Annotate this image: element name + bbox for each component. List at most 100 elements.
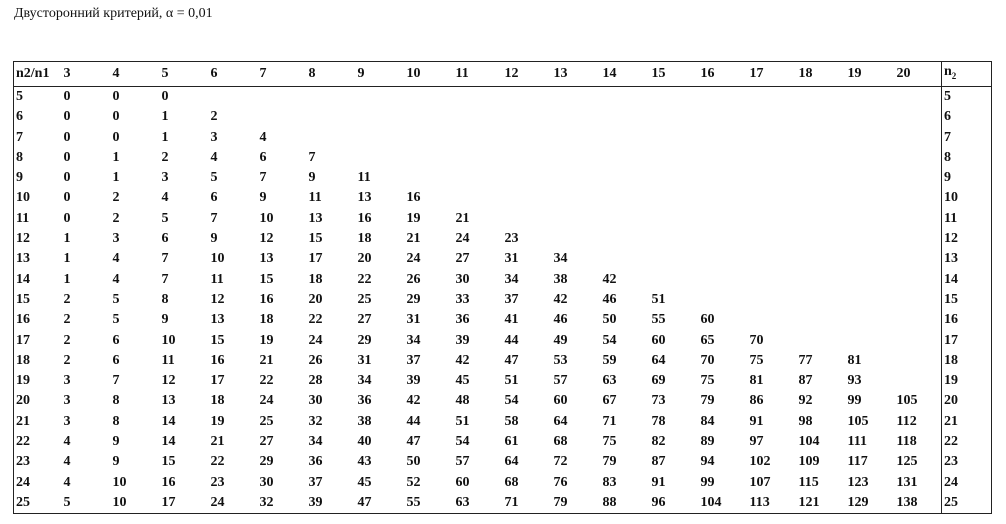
empty-cell: [844, 86, 893, 107]
table-cell: 64: [553, 413, 568, 429]
empty-cell: [599, 127, 648, 147]
table-cell: 13: [210, 312, 225, 328]
table-cell: 88: [602, 494, 617, 510]
table-cell: 15: [161, 454, 176, 470]
table-cell: 89: [700, 433, 715, 449]
table-cell: 19: [406, 210, 421, 226]
empty-cell: [844, 290, 893, 310]
table-cell: 47: [504, 352, 519, 368]
column-header: 12: [500, 61, 550, 87]
table-cell: 10: [112, 474, 127, 490]
row-label-right: 10: [941, 188, 992, 209]
table-cell: 23: [504, 231, 519, 247]
table-cell: 104: [700, 494, 722, 510]
table-cell: 34: [504, 271, 519, 287]
table-row: 5 0 0 0 5: [14, 86, 992, 108]
table-cell: 24: [259, 393, 274, 409]
table-cell: 52: [406, 474, 421, 490]
table-cell: 14: [161, 433, 176, 449]
empty-cell: [648, 188, 697, 208]
empty-cell: [795, 168, 844, 188]
table-cell: 57: [455, 454, 470, 470]
row-label: 16: [16, 312, 30, 328]
empty-cell: [697, 269, 746, 289]
table-cell: 107: [749, 474, 771, 490]
row-label: 11: [16, 210, 30, 226]
column-header: 15: [647, 61, 697, 87]
row-label-right: 6: [941, 107, 992, 128]
table-cell: 24: [406, 251, 421, 267]
empty-cell: [844, 107, 893, 127]
table-cell: 16: [406, 190, 421, 206]
table-cell: 36: [308, 454, 323, 470]
row-label-right: 8: [941, 147, 992, 168]
empty-cell: [795, 269, 844, 289]
row-label: 22: [16, 433, 30, 449]
empty-cell: [648, 148, 697, 168]
empty-cell: [746, 269, 795, 289]
table-cell: 61: [504, 433, 519, 449]
column-header: 5: [157, 61, 207, 87]
table-cell: 5: [161, 210, 169, 226]
table-cell: 2: [63, 291, 71, 307]
table-cell: 69: [651, 373, 666, 389]
table-row: 20 3 8 13 18 24 30 36 42 48 54 60 67 73 79 86 92 99 105 20: [14, 391, 992, 412]
table-cell: 18: [259, 312, 274, 328]
empty-cell: [844, 229, 893, 249]
row-label: 24: [16, 474, 30, 490]
row-label: 21: [16, 413, 30, 429]
table-cell: 10: [161, 332, 176, 348]
table-cell: 21: [406, 231, 421, 247]
table-cell: 83: [602, 474, 617, 490]
empty-cell: [746, 127, 795, 147]
table-cell: 12: [259, 231, 274, 247]
table-cell: 76: [553, 474, 568, 490]
table-cell: 34: [553, 251, 568, 267]
table-cell: 5: [210, 170, 218, 186]
empty-cell: [403, 107, 452, 127]
row-label: 12: [16, 231, 30, 247]
empty-cell: [746, 229, 795, 249]
table-cell: 10: [259, 210, 274, 226]
empty-cell: [697, 249, 746, 269]
row-label-right: 16: [941, 310, 992, 331]
empty-cell: [403, 86, 452, 107]
table-cell: 3: [161, 170, 169, 186]
table-cell: 22: [210, 454, 225, 470]
empty-cell: [746, 148, 795, 168]
table-cell: 2: [210, 109, 218, 125]
empty-cell: [893, 168, 942, 188]
table-cell: 9: [161, 312, 169, 328]
table-cell: 9: [112, 433, 120, 449]
table-cell: 12: [161, 373, 176, 389]
table-cell: 50: [602, 312, 617, 328]
empty-cell: [501, 127, 550, 147]
table-cell: 21: [455, 210, 470, 226]
empty-cell: [795, 290, 844, 310]
table-cell: 4: [112, 271, 120, 287]
table-cell: 46: [553, 312, 568, 328]
table-cell: 63: [455, 494, 470, 510]
table-cell: 60: [651, 332, 666, 348]
table-cell: 30: [259, 474, 274, 490]
empty-cell: [599, 249, 648, 269]
table-row: 9 0 1 3 5 7 9 11 9: [14, 167, 992, 189]
empty-cell: [305, 86, 354, 107]
empty-cell: [697, 168, 746, 188]
table-cell: 60: [553, 393, 568, 409]
table-row: 23 4 9 15 22 29 36 43 50 57 64 72 79 87 94 102 109 117 125…: [14, 452, 992, 473]
table-cell: 75: [749, 352, 764, 368]
empty-cell: [501, 209, 550, 229]
table-cell: 11: [161, 352, 175, 368]
row-label: 9: [16, 170, 23, 186]
table-cell: 7: [161, 251, 169, 267]
empty-cell: [648, 107, 697, 127]
table-cell: 33: [455, 291, 470, 307]
empty-cell: [893, 330, 942, 350]
table-cell: 27: [357, 312, 372, 328]
table-cell: 26: [308, 352, 323, 368]
table-cell: 102: [749, 454, 771, 470]
table-cell: 51: [455, 413, 470, 429]
column-header: 19: [843, 61, 893, 87]
empty-cell: [256, 86, 305, 107]
